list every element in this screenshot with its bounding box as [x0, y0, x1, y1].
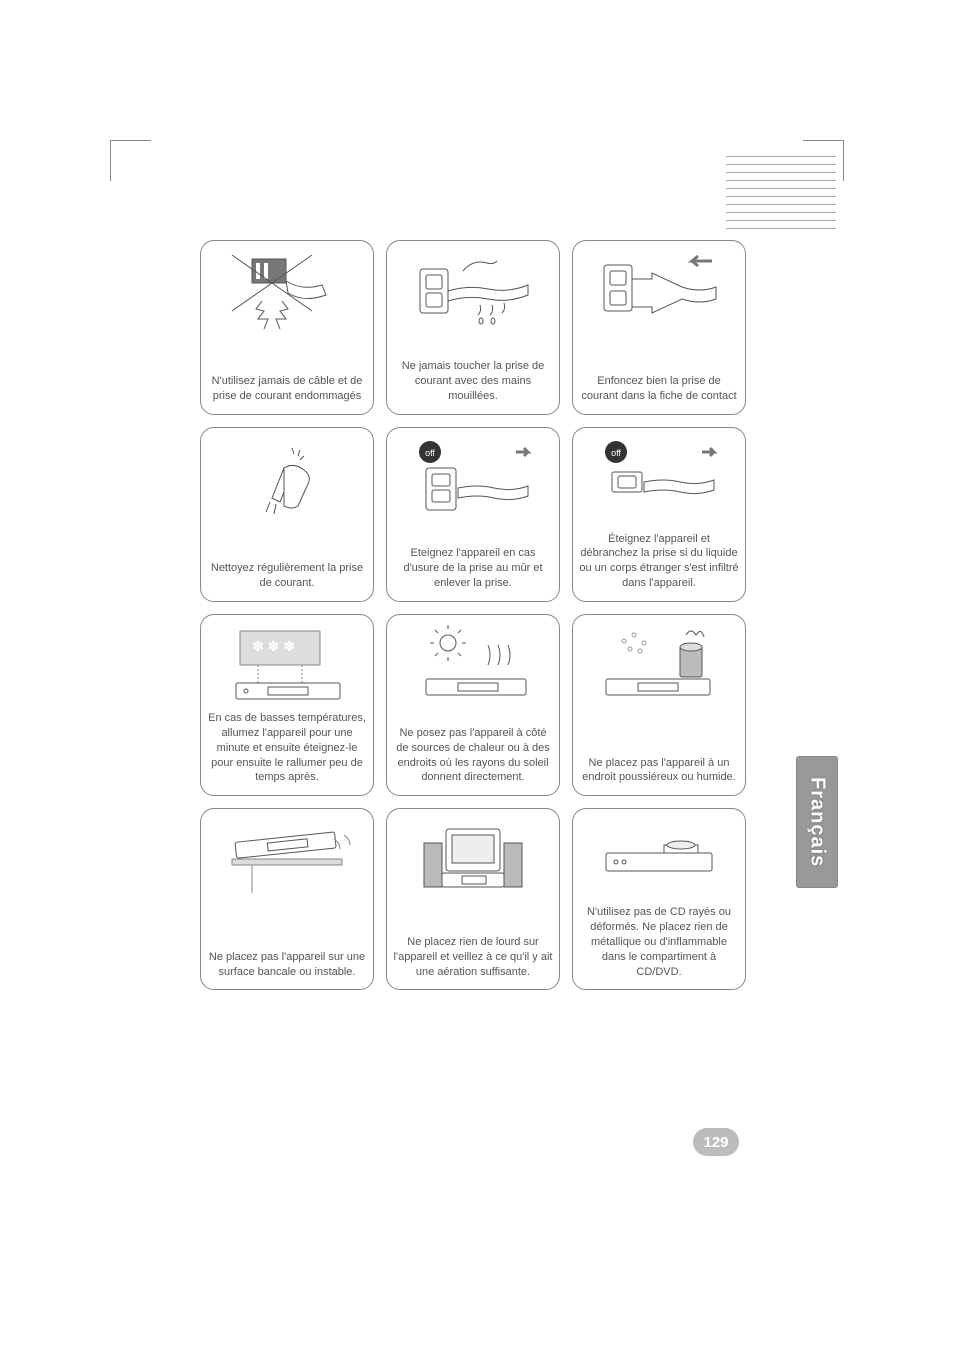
caption: Eteignez l'appareil en cas d'usure de la…: [391, 546, 555, 591]
svg-text:off: off: [425, 448, 435, 458]
card-heavy-ventilation: Ne placez rien de lourd sur l'appareil e…: [386, 808, 560, 990]
cd-tray-icon: [594, 819, 724, 899]
clean-plug-icon: [222, 438, 352, 518]
caption: Éteignez l'appareil et débranchez la pri…: [577, 532, 741, 591]
caption: N'utilisez jamais de câble et de prise d…: [205, 374, 369, 404]
page-number-badge: 129: [693, 1128, 739, 1156]
card-off-liquid: off Éteignez l'appareil et débranchez la…: [572, 427, 746, 602]
card-wet-hands: Ne jamais toucher la prise de courant av…: [386, 240, 560, 415]
unstable-surface-icon: [222, 819, 352, 899]
dust-humid-icon: [594, 625, 724, 705]
card-dust-humid: Ne placez pas l'appareil à un endroit po…: [572, 614, 746, 796]
caption: Ne placez rien de lourd sur l'appareil e…: [391, 935, 555, 980]
off-unplug-icon: off: [408, 438, 538, 518]
caption: Ne placez pas l'appareil sur une surface…: [205, 950, 369, 980]
caption: Ne placez pas l'appareil à un endroit po…: [577, 756, 741, 786]
language-tab: Français: [796, 756, 838, 888]
header-rule-lines: [726, 156, 836, 236]
page-container: N'utilisez jamais de câble et de prise d…: [100, 100, 854, 1250]
low-temp-icon: ✽ ✽ ✽: [222, 625, 352, 705]
caption: En cas de basses températures, allumez l…: [205, 711, 369, 785]
wet-hands-icon: [408, 251, 538, 331]
page-number: 129: [703, 1134, 728, 1151]
safety-cards-grid: N'utilisez jamais de câble et de prise d…: [200, 240, 760, 990]
card-low-temp: ✽ ✽ ✽ En cas de basses températures, all…: [200, 614, 374, 796]
language-label: Français: [806, 777, 829, 867]
svg-text:off: off: [611, 448, 621, 458]
caption: Ne jamais toucher la prise de courant av…: [391, 359, 555, 404]
off-liquid-icon: off: [594, 438, 724, 518]
damaged-cable-icon: [222, 251, 352, 331]
card-clean-plug: Nettoyez régulièrement la prise de coura…: [200, 427, 374, 602]
card-push-plug: Enfoncez bien la prise de courant dans l…: [572, 240, 746, 415]
caption: N'utilisez pas de CD rayés ou déformés. …: [577, 905, 741, 979]
caption: Ne posez pas l'appareil à côté de source…: [391, 726, 555, 785]
caption: Nettoyez régulièrement la prise de coura…: [205, 561, 369, 591]
card-heat-sun: Ne posez pas l'appareil à côté de source…: [386, 614, 560, 796]
heavy-object-icon: [408, 819, 538, 899]
card-off-worn-plug: off Eteignez l'appareil en cas d'usure d…: [386, 427, 560, 602]
push-plug-icon: [594, 251, 724, 331]
sun-heat-icon: [408, 625, 538, 705]
card-unstable-surface: Ne placez pas l'appareil sur une surface…: [200, 808, 374, 990]
crop-mark-tl: [110, 140, 151, 181]
card-damaged-cable: N'utilisez jamais de câble et de prise d…: [200, 240, 374, 415]
card-no-scratched-cd: N'utilisez pas de CD rayés ou déformés. …: [572, 808, 746, 990]
caption: Enfoncez bien la prise de courant dans l…: [577, 374, 741, 404]
svg-text:✽ ✽ ✽: ✽ ✽ ✽: [252, 638, 295, 654]
